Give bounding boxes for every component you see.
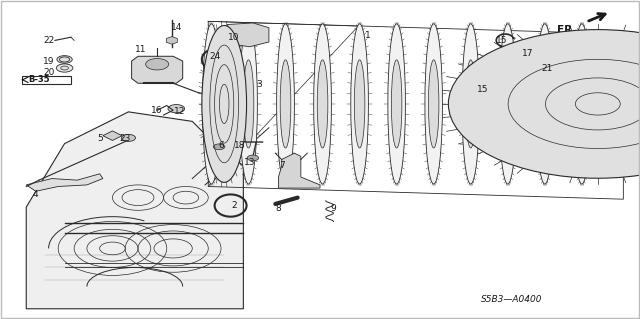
- Circle shape: [57, 56, 72, 63]
- Text: 11: 11: [136, 45, 147, 55]
- Ellipse shape: [314, 24, 332, 184]
- Text: 16: 16: [152, 106, 163, 115]
- Circle shape: [122, 134, 136, 141]
- Text: 8: 8: [276, 204, 282, 213]
- Text: 13: 13: [244, 158, 255, 167]
- Ellipse shape: [465, 60, 476, 148]
- Text: 14: 14: [171, 23, 182, 32]
- Ellipse shape: [351, 24, 369, 184]
- Text: 6: 6: [218, 141, 224, 150]
- Text: 9: 9: [330, 204, 335, 213]
- Polygon shape: [278, 153, 320, 188]
- Text: 18: 18: [234, 141, 246, 150]
- Text: 23: 23: [120, 134, 131, 143]
- Ellipse shape: [317, 60, 328, 148]
- Ellipse shape: [536, 24, 554, 184]
- Text: FR.: FR.: [557, 25, 577, 35]
- Ellipse shape: [425, 24, 442, 184]
- Ellipse shape: [280, 60, 291, 148]
- Text: 10: 10: [228, 33, 239, 42]
- Polygon shape: [166, 37, 177, 44]
- Text: 15: 15: [496, 36, 508, 45]
- Ellipse shape: [499, 24, 516, 184]
- Circle shape: [247, 155, 259, 161]
- Text: 4: 4: [33, 190, 38, 199]
- Ellipse shape: [428, 60, 439, 148]
- Ellipse shape: [540, 60, 550, 148]
- Ellipse shape: [202, 24, 220, 184]
- Polygon shape: [103, 131, 122, 140]
- Circle shape: [146, 58, 169, 70]
- Text: 21: 21: [541, 64, 552, 73]
- Polygon shape: [227, 23, 269, 47]
- Text: 15: 15: [477, 85, 488, 94]
- Ellipse shape: [392, 60, 402, 148]
- Ellipse shape: [388, 24, 405, 184]
- Ellipse shape: [502, 60, 513, 148]
- Text: 20: 20: [43, 68, 54, 77]
- Text: 3: 3: [257, 80, 262, 89]
- Text: B-35: B-35: [28, 75, 50, 84]
- Text: 5: 5: [97, 134, 102, 143]
- Ellipse shape: [276, 24, 294, 184]
- Ellipse shape: [206, 60, 217, 148]
- Circle shape: [168, 105, 184, 113]
- Polygon shape: [26, 112, 243, 309]
- Text: 7: 7: [279, 161, 285, 170]
- Polygon shape: [26, 174, 103, 191]
- Text: S5B3—A0400: S5B3—A0400: [481, 295, 542, 304]
- Ellipse shape: [449, 30, 640, 178]
- Text: 22: 22: [43, 36, 54, 45]
- Ellipse shape: [577, 60, 587, 148]
- Text: 24: 24: [209, 52, 220, 61]
- Text: 17: 17: [522, 48, 533, 58]
- FancyBboxPatch shape: [22, 76, 71, 84]
- Ellipse shape: [355, 60, 365, 148]
- Ellipse shape: [202, 26, 246, 182]
- Circle shape: [56, 64, 73, 72]
- Text: 19: 19: [43, 56, 54, 65]
- Ellipse shape: [573, 24, 591, 184]
- Text: 1: 1: [365, 31, 371, 40]
- Text: 12: 12: [174, 108, 185, 116]
- Polygon shape: [132, 56, 182, 83]
- Text: 2: 2: [231, 201, 237, 210]
- Ellipse shape: [239, 24, 257, 184]
- Circle shape: [213, 144, 225, 150]
- Ellipse shape: [243, 60, 254, 148]
- Ellipse shape: [462, 24, 479, 184]
